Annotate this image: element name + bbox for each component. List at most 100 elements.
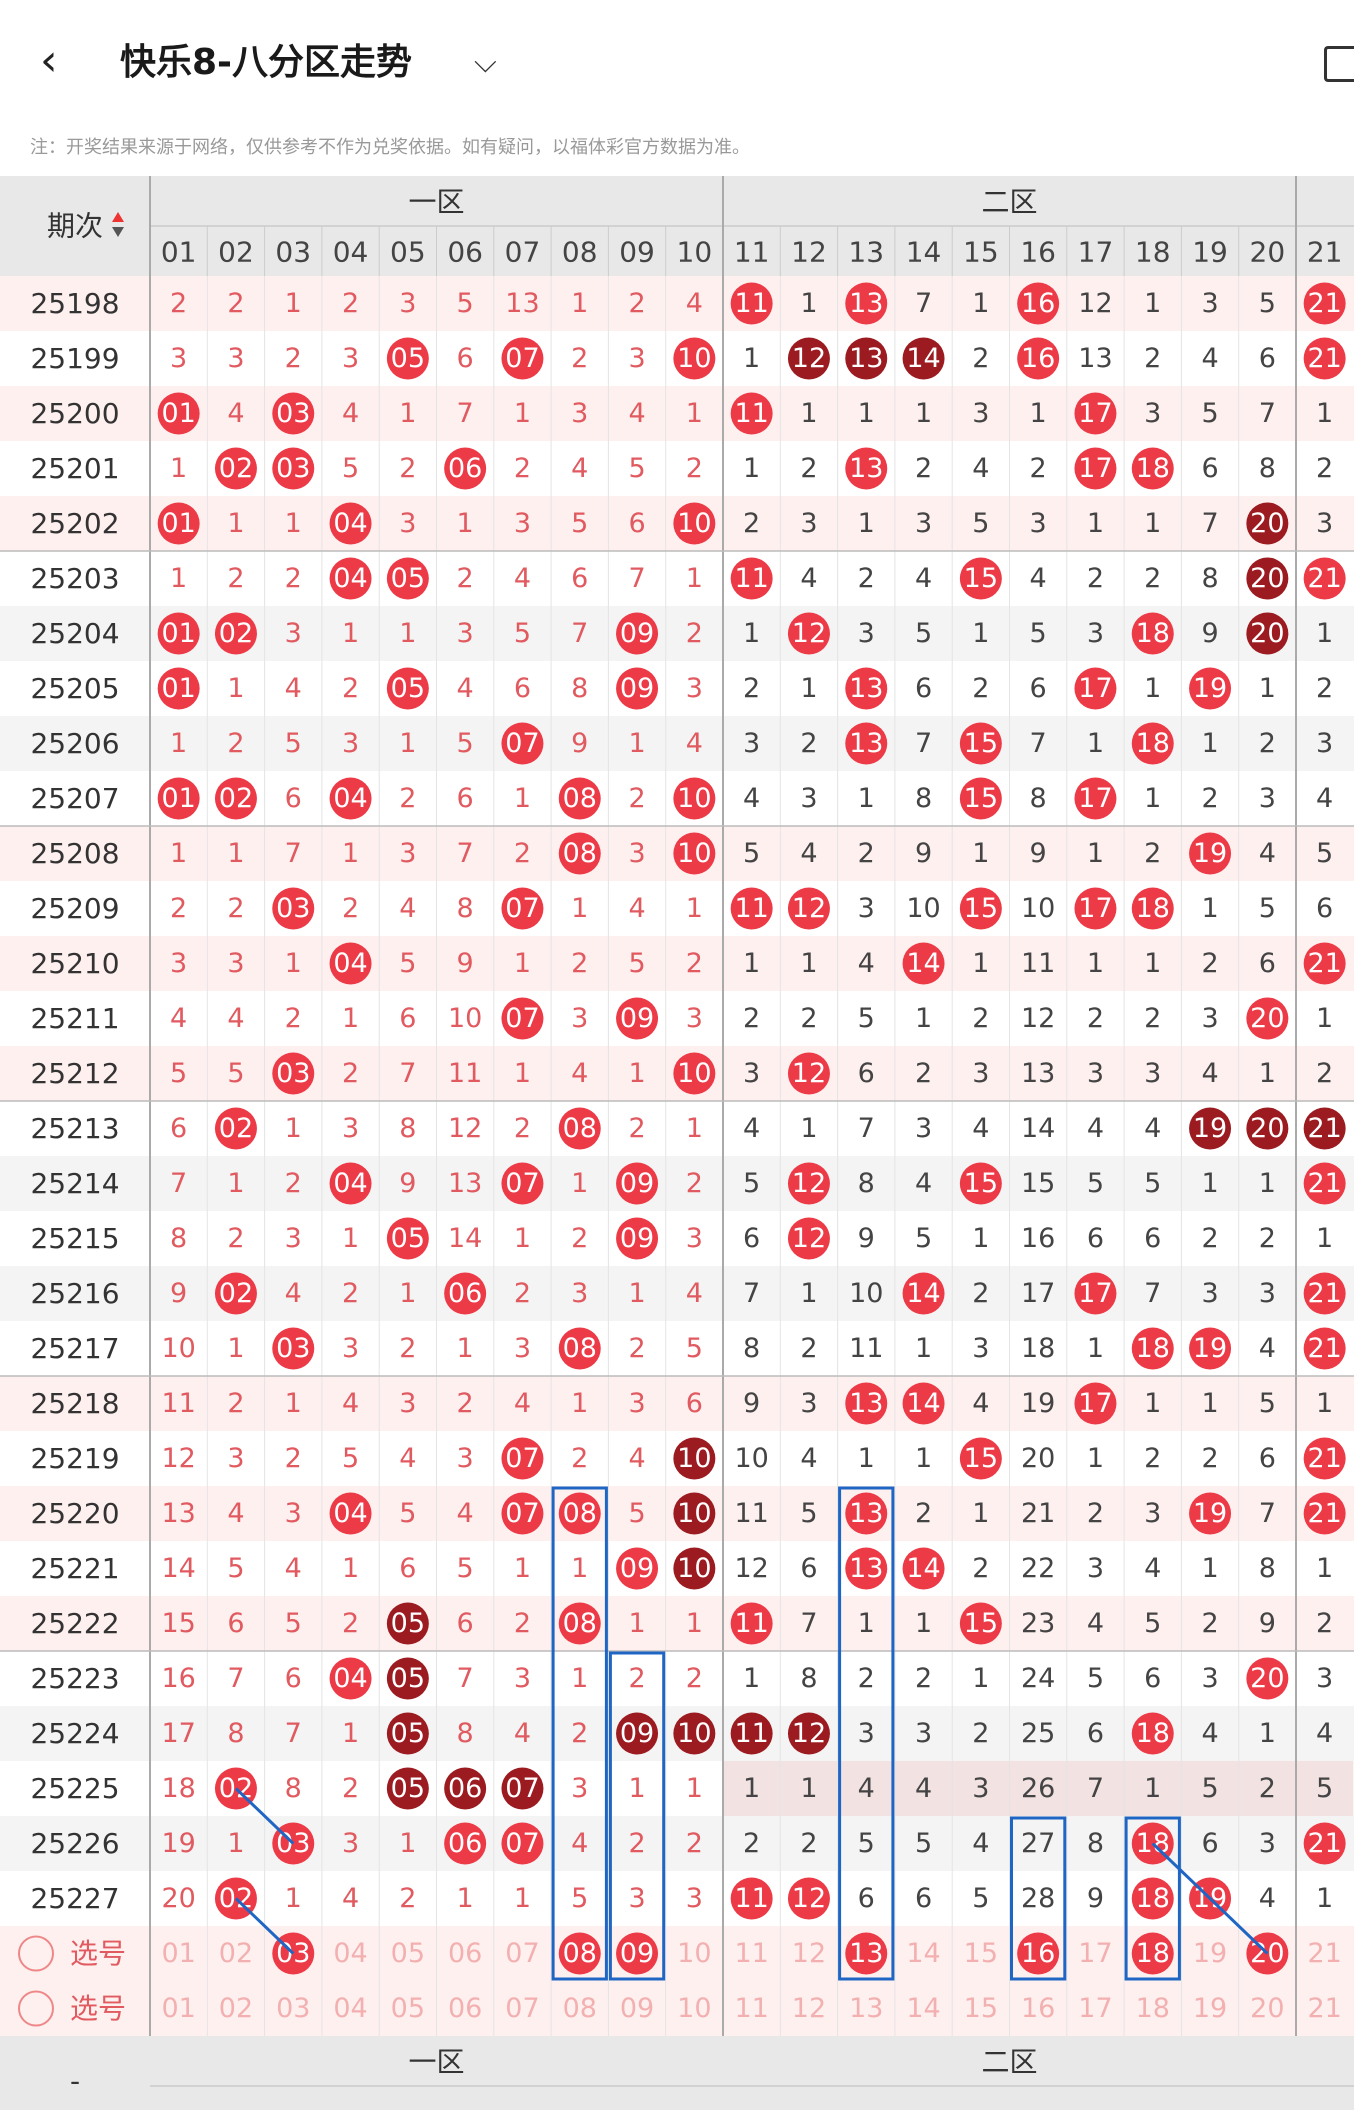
- ball-number: 18: [1136, 1883, 1170, 1914]
- miss-count: 1: [1087, 1333, 1104, 1364]
- select-number[interactable]: 11: [734, 1993, 768, 2024]
- miss-count: 7: [743, 1278, 760, 1309]
- select-number[interactable]: 07: [505, 1938, 539, 1969]
- miss-count: 16: [1021, 1223, 1055, 1254]
- select-number[interactable]: 20: [1250, 1993, 1284, 2024]
- miss-count: 1: [1201, 728, 1218, 759]
- select-number[interactable]: 14: [906, 1993, 940, 2024]
- select-number[interactable]: 05: [391, 1993, 425, 2024]
- page-title[interactable]: 快乐8-八分区走势: [120, 42, 412, 83]
- bottom-zone-label-2: 二区: [981, 2046, 1037, 2079]
- miss-count: 1: [514, 398, 531, 429]
- ball-number: 06: [448, 1828, 482, 1859]
- miss-count: 4: [915, 1168, 932, 1199]
- ball-number: 18: [1136, 1718, 1170, 1749]
- miss-count: 2: [342, 1278, 359, 1309]
- select-number[interactable]: 07: [505, 1993, 539, 2024]
- miss-count: 1: [628, 1773, 645, 1804]
- period-25202: 25202: [30, 507, 119, 540]
- select-number[interactable]: 11: [734, 1938, 768, 1969]
- miss-count: 1: [628, 1058, 645, 1089]
- select-number[interactable]: 01: [161, 1993, 195, 2024]
- miss-count: 2: [915, 1058, 932, 1089]
- select-number[interactable]: 08: [563, 1993, 597, 2024]
- miss-count: 2: [628, 783, 645, 814]
- select-number[interactable]: 01: [161, 1938, 195, 1969]
- miss-count: 1: [628, 728, 645, 759]
- miss-count: 1: [800, 398, 817, 429]
- miss-count: 2: [227, 1388, 244, 1419]
- select-number[interactable]: 18: [1136, 1993, 1170, 2024]
- select-number[interactable]: 15: [964, 1938, 998, 1969]
- miss-count: 2: [457, 1388, 474, 1419]
- select-number[interactable]: 17: [1078, 1938, 1112, 1969]
- bottom-period-header: -: [70, 2065, 80, 2098]
- miss-count: 5: [1201, 1773, 1218, 1804]
- select-number[interactable]: 06: [448, 1993, 482, 2024]
- select-ball[interactable]: [845, 1932, 888, 1975]
- ball-number: 10: [677, 838, 711, 869]
- share-icon[interactable]: [1324, 46, 1354, 82]
- ball-number: 05: [391, 1223, 425, 1254]
- select-number[interactable]: 12: [792, 1938, 826, 1969]
- select-number[interactable]: 19: [1193, 1938, 1227, 1969]
- sort-up-icon: [112, 212, 124, 222]
- number-ball: [959, 887, 1002, 930]
- ball-number: 15: [964, 1168, 998, 1199]
- miss-count: 8: [1087, 1828, 1104, 1859]
- miss-count: 3: [1316, 508, 1333, 539]
- miss-count: 4: [800, 563, 817, 594]
- miss-count: 1: [1201, 1388, 1218, 1419]
- select-number[interactable]: 17: [1078, 1993, 1112, 2024]
- select-ball[interactable]: [1017, 1932, 1060, 1975]
- select-radio[interactable]: [18, 1990, 54, 2027]
- ball-number: 09: [620, 1168, 654, 1199]
- number-ball: [329, 502, 372, 545]
- select-number[interactable]: 13: [849, 1993, 883, 2024]
- miss-count: 2: [686, 1663, 703, 1694]
- number-ball: [959, 1602, 1002, 1645]
- ball-number: 19: [1193, 1333, 1227, 1364]
- select-number[interactable]: 19: [1193, 1993, 1227, 2024]
- select-ball[interactable]: [616, 1932, 659, 1975]
- select-number[interactable]: 03: [276, 1993, 310, 2024]
- number-ball: [845, 282, 888, 325]
- back-button[interactable]: ‹: [40, 35, 58, 86]
- select-radio[interactable]: [18, 1935, 54, 1972]
- select-number[interactable]: 02: [219, 1938, 253, 1969]
- select-number[interactable]: 04: [333, 1938, 367, 1969]
- select-number[interactable]: 15: [964, 1993, 998, 2024]
- select-number[interactable]: 04: [333, 1993, 367, 2024]
- select-number[interactable]: 16: [1021, 1993, 1055, 2024]
- select-number[interactable]: 10: [677, 1993, 711, 2024]
- miss-count: 7: [1030, 728, 1047, 759]
- select-number[interactable]: 12: [792, 1993, 826, 2024]
- number-ball: [214, 1272, 257, 1315]
- miss-count: 14: [161, 1553, 195, 1584]
- select-number[interactable]: 05: [391, 1938, 425, 1969]
- miss-count: 2: [628, 1828, 645, 1859]
- select-ball[interactable]: [558, 1932, 601, 1975]
- select-number[interactable]: 09: [620, 1993, 654, 2024]
- select-ball[interactable]: [1131, 1932, 1174, 1975]
- miss-count: 2: [285, 1003, 302, 1034]
- miss-count: 3: [915, 1113, 932, 1144]
- miss-count: 6: [915, 1883, 932, 1914]
- miss-count: 1: [1144, 783, 1161, 814]
- miss-count: 3: [1087, 1058, 1104, 1089]
- select-number[interactable]: 10: [677, 1938, 711, 1969]
- miss-count: 2: [800, 728, 817, 759]
- select-number[interactable]: 02: [219, 1993, 253, 2024]
- select-number[interactable]: 21: [1307, 1993, 1341, 2024]
- period-25214: 25214: [30, 1167, 119, 1200]
- chevron-down-icon[interactable]: ⌵: [474, 45, 497, 80]
- miss-count: 2: [915, 453, 932, 484]
- select-number[interactable]: 14: [906, 1938, 940, 1969]
- period-25209: 25209: [30, 892, 119, 925]
- select-number[interactable]: 06: [448, 1938, 482, 1969]
- number-ball: [730, 1712, 773, 1755]
- select-number[interactable]: 21: [1307, 1938, 1341, 1969]
- ball-number: 01: [161, 508, 195, 539]
- miss-count: 3: [1316, 1663, 1333, 1694]
- ball-number: 12: [792, 618, 826, 649]
